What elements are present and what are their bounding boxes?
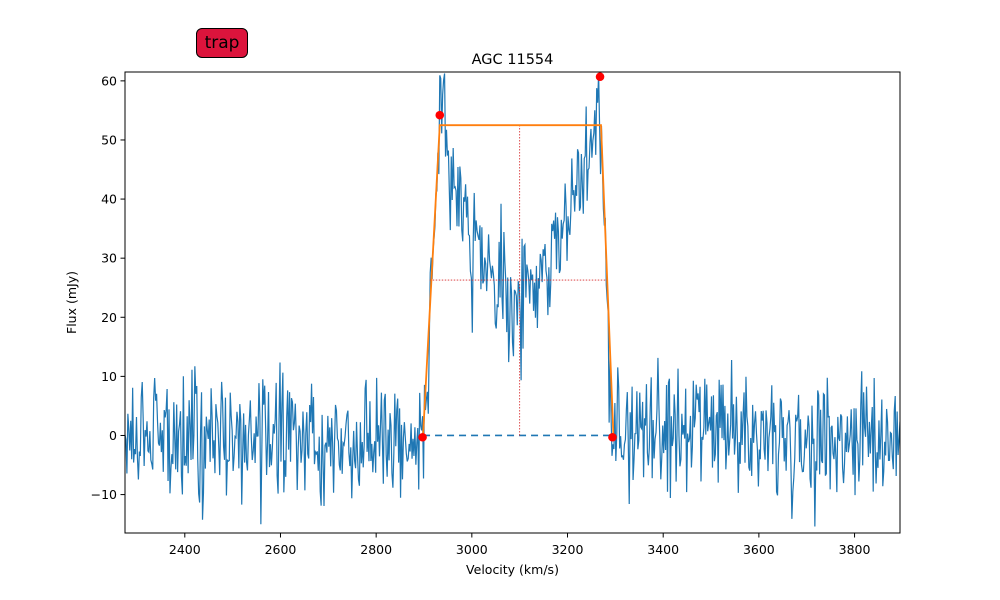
y-tick-label: −10 bbox=[91, 487, 117, 502]
y-tick-label: 30 bbox=[101, 251, 117, 266]
x-tick-label: 2800 bbox=[360, 542, 392, 557]
x-tick-label: 3000 bbox=[456, 542, 488, 557]
x-tick-label: 3200 bbox=[552, 542, 584, 557]
fit-type-badge: trap bbox=[196, 28, 248, 58]
x-tick-label: 3600 bbox=[743, 542, 775, 557]
plot-frame bbox=[124, 71, 901, 534]
spectrum-line bbox=[125, 73, 900, 527]
x-tick-label: 3800 bbox=[839, 542, 871, 557]
y-tick-label: 40 bbox=[101, 192, 117, 207]
edge-point bbox=[595, 72, 605, 82]
edge-point bbox=[435, 110, 445, 120]
x-tick-label: 2400 bbox=[169, 542, 201, 557]
x-tick-label: 3400 bbox=[647, 542, 679, 557]
edge-point bbox=[418, 432, 427, 442]
trapezoid-fit-line bbox=[422, 124, 615, 436]
chart-title: AGC 11554 bbox=[472, 52, 554, 68]
y-tick-label: 50 bbox=[101, 132, 117, 147]
y-tick-label: 60 bbox=[101, 73, 117, 88]
y-tick-label: 0 bbox=[109, 428, 117, 443]
x-tick-label: 2600 bbox=[265, 542, 297, 557]
x-axis-label: Velocity (km/s) bbox=[466, 562, 559, 577]
edge-point bbox=[608, 432, 617, 442]
y-tick-label: 10 bbox=[101, 369, 117, 384]
y-axis-label: Flux (mJy) bbox=[64, 271, 79, 334]
y-tick-label: 20 bbox=[101, 310, 117, 325]
